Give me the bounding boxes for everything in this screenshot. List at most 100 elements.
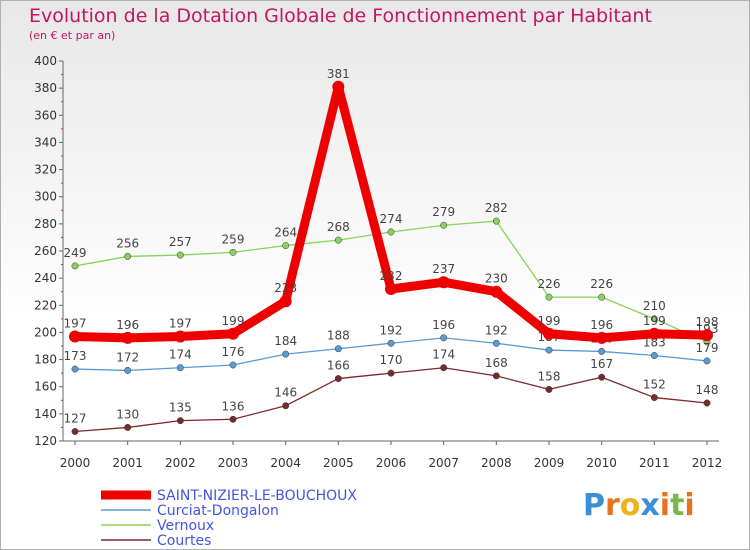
brand-letter: i <box>684 488 695 523</box>
brand-letter: t <box>670 488 685 523</box>
data-label: 199 <box>643 314 666 328</box>
legend-label: Curciat-Dongalon <box>157 503 279 519</box>
data-point <box>545 385 553 393</box>
x-tick-label: 2008 <box>481 456 512 470</box>
data-label: 184 <box>274 334 297 348</box>
x-tick-label: 2007 <box>428 456 459 470</box>
data-point <box>334 375 342 383</box>
x-tick-label: 2006 <box>376 456 407 470</box>
data-point <box>543 327 555 340</box>
data-point <box>598 347 606 355</box>
chart-title: Evolution de la Dotation Globale de Fonc… <box>29 5 652 27</box>
data-point <box>124 366 132 374</box>
data-point <box>282 402 290 410</box>
data-point <box>176 417 184 425</box>
data-label: 198 <box>696 315 719 329</box>
data-label: 168 <box>485 356 508 370</box>
data-label: 170 <box>380 353 403 367</box>
data-label: 279 <box>432 205 455 219</box>
data-label: 226 <box>590 277 613 291</box>
data-label: 179 <box>696 341 719 355</box>
y-tick-label: 340 <box>34 135 57 149</box>
data-point <box>440 364 448 372</box>
data-label: 176 <box>222 345 245 359</box>
data-point <box>334 236 342 244</box>
data-point <box>595 331 608 344</box>
data-label: 166 <box>327 359 350 373</box>
data-label: 136 <box>222 399 245 413</box>
data-label: 158 <box>538 369 561 383</box>
data-point <box>174 330 187 343</box>
data-point <box>176 251 184 259</box>
y-tick-label: 380 <box>34 81 57 95</box>
data-point <box>545 346 553 354</box>
data-point <box>648 327 661 340</box>
brand-letter: x <box>640 488 660 523</box>
data-label: 172 <box>116 350 139 364</box>
data-point <box>650 315 658 323</box>
data-label: 148 <box>696 383 719 397</box>
proxiti-logo: Proxiti <box>583 488 695 523</box>
data-label: 282 <box>485 201 508 215</box>
data-point <box>387 339 395 347</box>
data-label: 188 <box>327 329 350 343</box>
y-tick-label: 360 <box>34 108 57 122</box>
data-label: 256 <box>116 236 139 250</box>
data-point <box>545 293 553 301</box>
data-label: 274 <box>380 212 403 226</box>
data-point <box>387 369 395 377</box>
data-label: 210 <box>643 299 666 313</box>
data-label: 183 <box>643 336 666 350</box>
data-point <box>334 345 342 353</box>
x-tick-label: 2009 <box>534 456 565 470</box>
data-point <box>598 373 606 381</box>
data-point <box>650 394 658 402</box>
y-tick-label: 160 <box>34 380 57 394</box>
data-label: 268 <box>327 220 350 234</box>
y-tick-label: 400 <box>34 54 57 68</box>
x-tick-label: 2003 <box>218 456 249 470</box>
data-label: 264 <box>274 226 297 240</box>
y-tick-label: 200 <box>34 325 57 339</box>
data-point <box>492 372 500 380</box>
data-point <box>650 352 658 359</box>
data-point <box>227 327 239 340</box>
data-point <box>387 228 395 236</box>
data-point <box>229 415 237 423</box>
data-label: 192 <box>485 323 508 337</box>
data-point <box>71 262 79 270</box>
data-label: 174 <box>432 348 455 362</box>
data-point <box>703 357 711 365</box>
x-tick-label: 2005 <box>323 456 354 470</box>
y-tick-label: 320 <box>34 163 57 177</box>
x-tick-label: 2010 <box>586 456 617 470</box>
data-label: 230 <box>485 272 508 286</box>
brand-letter: o <box>619 488 641 523</box>
data-label: 197 <box>64 317 87 331</box>
data-label: 199 <box>222 314 245 328</box>
legend-label: SAINT-NIZIER-LE-BOUCHOUX <box>157 488 357 504</box>
y-tick-label: 240 <box>34 271 57 285</box>
data-point <box>279 295 292 308</box>
data-label: 196 <box>590 318 613 332</box>
legend-label: Vernoux <box>157 518 214 534</box>
data-point <box>229 361 237 369</box>
data-label: 381 <box>327 67 350 81</box>
brand-letter: i <box>659 488 671 523</box>
y-tick-label: 120 <box>34 434 57 448</box>
y-tick-label: 220 <box>34 298 57 312</box>
series-line-3 <box>74 367 708 433</box>
data-label: 226 <box>538 277 561 291</box>
x-tick-label: 2012 <box>692 456 723 470</box>
data-point <box>440 334 448 342</box>
data-label: 135 <box>169 401 192 415</box>
data-label: 196 <box>116 318 139 332</box>
data-point <box>282 242 290 250</box>
data-label: 249 <box>64 246 87 260</box>
brand-letter: r <box>605 488 620 523</box>
y-tick-label: 260 <box>34 244 57 258</box>
data-label: 232 <box>380 269 403 283</box>
y-tick-label: 180 <box>34 353 57 367</box>
